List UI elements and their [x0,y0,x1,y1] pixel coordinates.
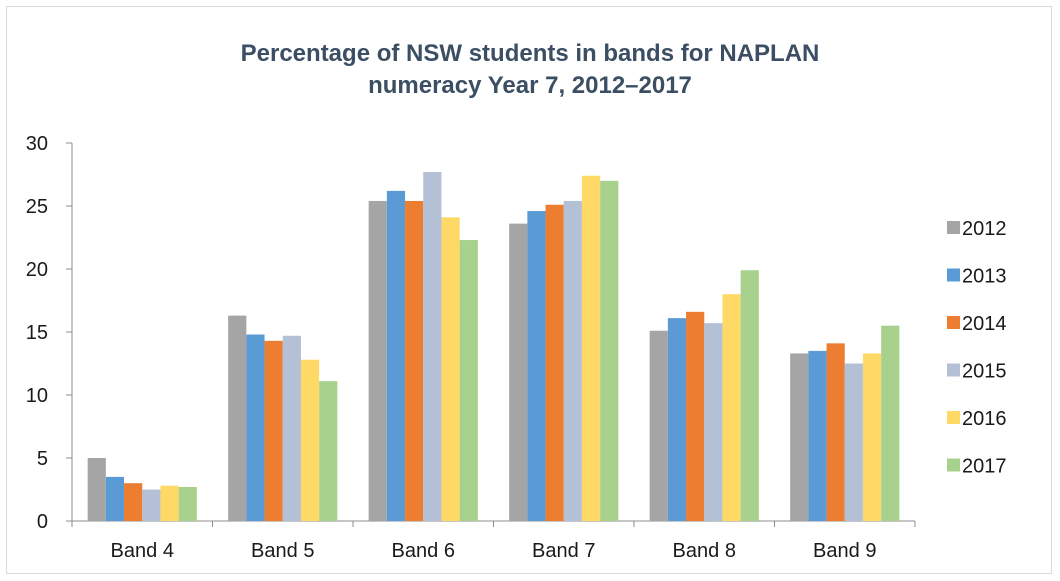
chart-title: Percentage of NSW students in bands for … [0,38,1060,102]
y-tick-label: 0 [37,511,48,533]
bar [808,350,827,521]
bar [826,343,845,521]
bar [704,323,723,521]
bar [142,489,161,521]
y-tick-label: 10 [26,385,48,407]
bar [722,294,741,521]
legend-swatch [947,411,960,424]
bar [178,486,197,521]
legend-label: 2015 [962,361,1007,383]
bar [563,200,582,521]
x-tick-label: Band 5 [251,540,314,562]
bar [87,458,106,521]
bar [319,381,338,521]
legend-label: 2013 [962,266,1007,288]
legend-swatch [947,268,960,282]
bar [441,217,460,521]
bar [509,223,528,521]
chart-title-line-2: numeracy Year 7, 2012–2017 [368,72,692,99]
bar [881,325,900,521]
x-tick-label: Band 8 [673,540,736,562]
bar [368,200,387,521]
bars [87,171,900,522]
legend-swatch [947,363,960,377]
bar [667,318,687,521]
bar [459,240,478,521]
legend-label: 2012 [962,218,1007,240]
legend-swatch [947,316,960,329]
y-tick-label: 20 [26,259,48,281]
y-tick-label: 15 [26,322,48,344]
bar [649,330,668,521]
legend-swatch [947,458,960,472]
bar [740,270,759,521]
x-tick-label: Band 6 [392,540,455,562]
bar [264,340,283,521]
chart-title-line-1: Percentage of NSW students in bands for … [240,40,820,67]
y-tick-label: 25 [26,196,48,218]
legend: 2012 2013 2014 2015 2016 2017 [947,218,1007,478]
legend-label: 2016 [962,408,1007,430]
bar [300,359,320,521]
legend-swatch [947,221,960,234]
bar [862,353,882,521]
bar [105,476,125,521]
bar [581,175,601,521]
legend-label: 2017 [962,456,1007,478]
bar [228,315,247,521]
bar [124,483,143,521]
y-tick-label: 5 [37,448,48,470]
bar [423,171,442,522]
bar [686,311,705,521]
bar [545,204,564,522]
bar [405,200,424,521]
bar [282,335,301,521]
bar [844,363,863,521]
bar [246,334,265,521]
bar [160,485,179,521]
bar [386,190,406,521]
x-tick-label: Band 7 [532,540,595,562]
legend-label: 2014 [962,313,1007,335]
bar [790,353,809,521]
y-tick-label: 30 [26,133,48,155]
x-tick-label: Band 4 [111,540,174,562]
x-axis: Band 4 Band 5 Band 6 Band 7 Band 8 Band 9 [71,520,916,562]
y-axis: 0 5 10 15 20 25 30 [26,133,73,533]
bar [527,211,546,522]
bar [600,180,619,522]
x-tick-label: Band 9 [813,540,876,562]
